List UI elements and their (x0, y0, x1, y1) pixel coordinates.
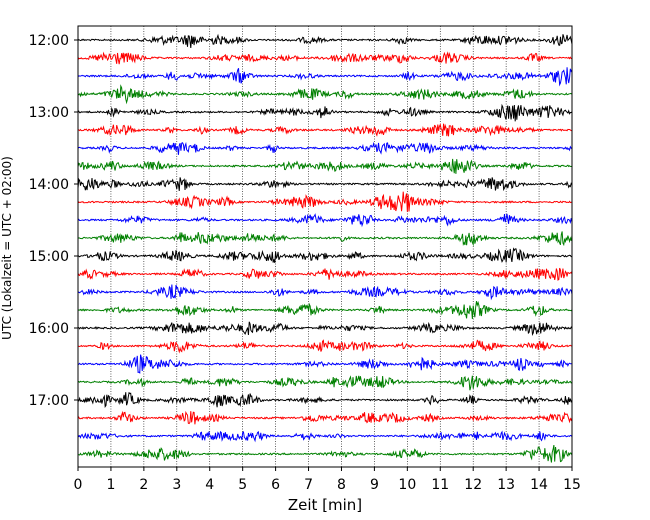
x-tick-label-10: 10 (398, 477, 416, 493)
plot-area-background (78, 26, 572, 467)
traces (77, 33, 573, 463)
trace-12:15 (77, 51, 573, 65)
trace-14:30 (77, 213, 573, 228)
x-tick-label-5: 5 (238, 477, 247, 493)
x-tick-label-11: 11 (431, 477, 449, 493)
y-tick-label-14:00: 14:00 (29, 177, 69, 193)
trace-15:15 (77, 267, 573, 281)
trace-17:15 (77, 410, 573, 425)
x-axis: 0 1 2 3 4 5 6 7 8 9 10 11 12 13 14 15 (74, 467, 581, 493)
trace-16:30 (77, 354, 573, 374)
trace-13:00 (77, 103, 573, 122)
trace-14:45 (77, 231, 573, 247)
trace-17:45 (77, 444, 573, 463)
grid-lines (110, 26, 540, 467)
trace-16:15 (77, 339, 573, 354)
trace-12:45 (77, 84, 573, 105)
x-tick-label-13: 13 (497, 477, 515, 493)
x-tick-label-14: 14 (530, 477, 548, 493)
trace-12:30 (77, 67, 573, 87)
x-tick-label-3: 3 (172, 477, 181, 493)
x-tick-label-6: 6 (271, 477, 280, 493)
y-tick-label-13:00: 13:00 (29, 105, 69, 121)
trace-17:30 (77, 430, 573, 443)
trace-16:00 (77, 321, 573, 337)
x-tick-label-0: 0 (74, 477, 83, 493)
x-axis-label: Zeit [min] (288, 496, 362, 514)
x-tick-label-2: 2 (139, 477, 148, 493)
y-tick-label-15:00: 15:00 (29, 249, 69, 265)
trace-14:00 (77, 177, 573, 192)
y-tick-label-17:00: 17:00 (29, 393, 69, 409)
trace-15:00 (77, 247, 572, 264)
trace-16:45 (77, 375, 573, 391)
plot-frame (77, 25, 573, 468)
y-axis-label: UTC (Lokalzeit = UTC + 02:00) (0, 156, 14, 340)
x-tick-label-8: 8 (337, 477, 346, 493)
trace-13:15 (77, 123, 573, 137)
trace-15:45 (77, 300, 573, 320)
y-tick-label-16:00: 16:00 (29, 321, 69, 337)
trace-17:00 (77, 391, 573, 408)
trace-13:30 (77, 141, 573, 155)
trace-15:30 (77, 284, 573, 301)
x-tick-label-12: 12 (464, 477, 482, 493)
y-tick-label-12:00: 12:00 (29, 33, 69, 49)
trace-13:45 (77, 158, 573, 174)
x-tick-label-7: 7 (304, 477, 313, 493)
x-tick-label-1: 1 (106, 477, 115, 493)
x-tick-label-4: 4 (205, 477, 214, 493)
trace-12:00 (77, 33, 573, 48)
y-axis: 12:00 13:00 14:00 15:00 16:00 17:00 (29, 33, 78, 409)
trace-14:15 (77, 191, 573, 212)
x-tick-label-9: 9 (370, 477, 379, 493)
x-tick-label-15: 15 (563, 477, 581, 493)
